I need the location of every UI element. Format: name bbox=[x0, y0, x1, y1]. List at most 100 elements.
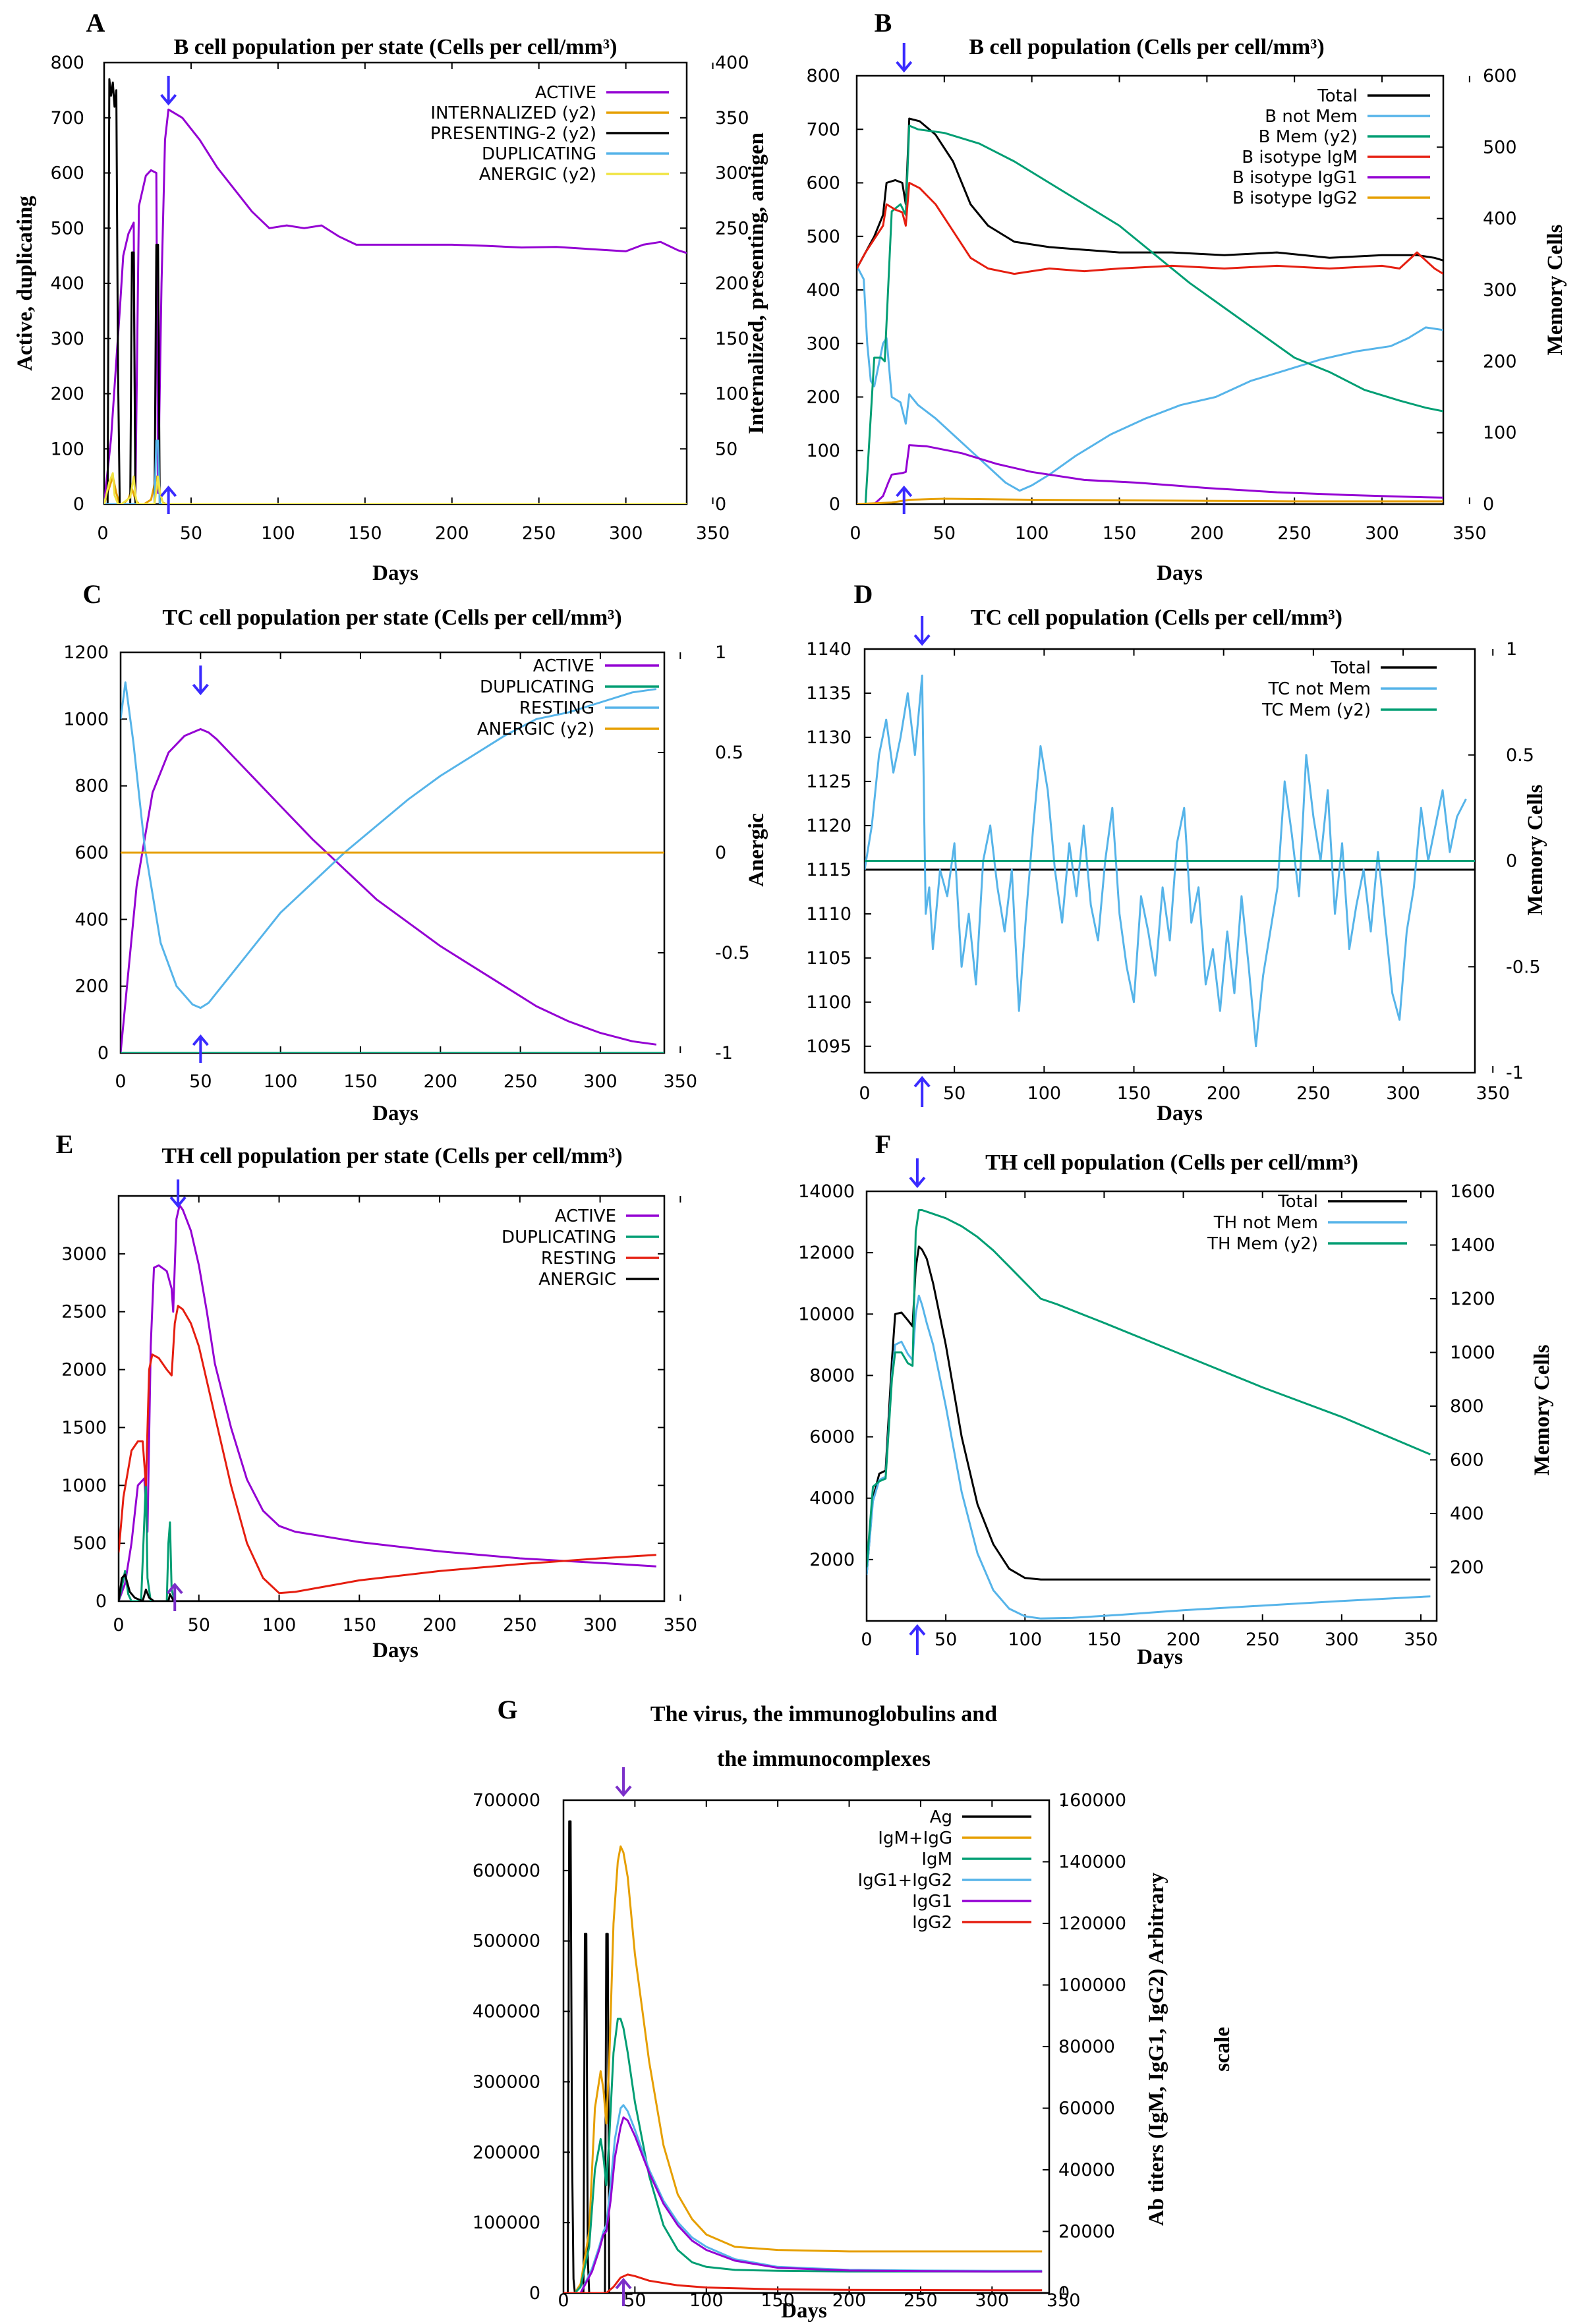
legend-label: ACTIVE bbox=[533, 656, 594, 676]
x-tick-label: 0 bbox=[115, 1071, 126, 1092]
y-tick-label: 100000 bbox=[473, 2213, 540, 2233]
y-tick-label: 1000 bbox=[61, 1475, 107, 1496]
y2-tick-label: 0 bbox=[715, 843, 726, 863]
series-line-igg1 bbox=[563, 2116, 1043, 2293]
series-group bbox=[865, 674, 1475, 1048]
series-line-anergic-y2 bbox=[104, 472, 687, 504]
y-tick-label: 200000 bbox=[473, 2142, 540, 2163]
legend-label: ACTIVE bbox=[535, 83, 596, 103]
y-tick-label: 400000 bbox=[473, 2002, 540, 2022]
series-line-th-not-mem bbox=[867, 1294, 1431, 1620]
x-tick-label: 0 bbox=[849, 523, 861, 544]
series-line-b-isotype-igg1 bbox=[857, 444, 1443, 504]
x-axis-label: Days bbox=[1157, 561, 1203, 585]
y-tick-label: 300000 bbox=[473, 2072, 540, 2092]
marker-arrow bbox=[192, 1034, 209, 1063]
series-line-active bbox=[104, 108, 687, 504]
y-tick-label: 400 bbox=[74, 909, 109, 930]
series-group bbox=[563, 1820, 1049, 2293]
panel-label-d: D bbox=[854, 579, 873, 609]
y-tick-label: 500000 bbox=[473, 1931, 540, 1952]
y-tick-label: 10000 bbox=[798, 1304, 855, 1324]
y-tick-label: 1130 bbox=[806, 727, 851, 748]
y2-tick-label: 200 bbox=[1450, 1558, 1484, 1578]
y-tick-label: 800 bbox=[50, 53, 84, 73]
x-tick-label: 300 bbox=[1365, 523, 1399, 544]
legend-label: IgG1+IgG2 bbox=[857, 1871, 952, 1890]
x-tick-label: 350 bbox=[1453, 523, 1487, 544]
x-tick-label: 150 bbox=[1087, 1630, 1122, 1650]
series-line-duplicating bbox=[104, 439, 687, 504]
y2-tick-label: 0.5 bbox=[1506, 745, 1534, 766]
series-line-b-isotype-igm bbox=[857, 182, 1443, 275]
chart-title: The virus, the immunoglobulins and bbox=[650, 1702, 997, 1726]
y2-axis-label: Anergic bbox=[745, 813, 768, 887]
y2-tick-label: 500 bbox=[1483, 137, 1517, 157]
y-tick-label: 1105 bbox=[806, 948, 851, 969]
y2-tick-label: 80000 bbox=[1058, 2037, 1115, 2057]
x-tick-label: 200 bbox=[1190, 523, 1224, 544]
y2-tick-label: 400 bbox=[715, 53, 749, 73]
x-tick-label: 0 bbox=[861, 1630, 872, 1650]
x-tick-label: 100 bbox=[264, 1071, 298, 1092]
x-tick-label: 150 bbox=[343, 1615, 377, 1635]
series-line-ag bbox=[563, 1820, 1049, 2293]
y-tick-label: 200 bbox=[50, 384, 84, 405]
y2-tick-label: 0 bbox=[1506, 851, 1517, 872]
y2-axis-label: Memory Cells bbox=[1524, 784, 1547, 915]
y-tick-label: 200 bbox=[806, 387, 840, 408]
series-line-igg2 bbox=[563, 2273, 1043, 2293]
y-tick-label: 0 bbox=[98, 1043, 109, 1063]
x-axis-label: Days bbox=[372, 1639, 418, 1662]
y2-tick-label: 0 bbox=[1058, 2283, 1070, 2304]
legend-label: ANERGIC (y2) bbox=[477, 720, 594, 739]
y-tick-label: 1140 bbox=[806, 639, 851, 660]
y-tick-label: 14000 bbox=[798, 1181, 855, 1202]
y-axis-label: Active, duplicating bbox=[13, 196, 37, 371]
legend-label: TC not Mem bbox=[1268, 679, 1371, 699]
x-axis-label: Days bbox=[781, 2299, 827, 2323]
chart-title-line2: the immunocomplexes bbox=[717, 1747, 931, 1771]
panel-label-a: A bbox=[86, 8, 105, 38]
y-tick-label: 1100 bbox=[806, 992, 851, 1013]
y2-tick-label: -0.5 bbox=[715, 943, 750, 963]
y-tick-label: 400 bbox=[806, 280, 840, 300]
panel-f: F TH cell population (Cells per cell/mm³)… bbox=[798, 1129, 1554, 1669]
series-group bbox=[121, 681, 664, 1053]
x-tick-label: 200 bbox=[424, 1071, 458, 1092]
x-tick-label: 300 bbox=[609, 523, 643, 544]
series-line-anergic bbox=[119, 1573, 664, 1601]
y-tick-label: 0 bbox=[96, 1591, 107, 1612]
panel-label-b: B bbox=[875, 8, 892, 38]
y-tick-label: 200 bbox=[74, 977, 109, 997]
legend-label: B isotype IgM bbox=[1242, 148, 1358, 167]
y2-axis-label: Memory Cells bbox=[1530, 1344, 1554, 1475]
panel-label-e: E bbox=[56, 1129, 74, 1159]
x-tick-label: 100 bbox=[261, 523, 295, 544]
y-tick-label: 800 bbox=[806, 66, 840, 86]
series-line-active bbox=[121, 728, 657, 1053]
y-tick-label: 700 bbox=[806, 119, 840, 140]
chart-title: TC cell population per state (Cells per … bbox=[162, 606, 621, 630]
y2-tick-label: 1600 bbox=[1450, 1181, 1495, 1202]
y2-tick-label: 100000 bbox=[1058, 1975, 1126, 1996]
series-line-igm-igg bbox=[563, 1845, 1043, 2293]
x-tick-label: 0 bbox=[558, 2290, 569, 2311]
series-line-duplicating bbox=[119, 1479, 664, 1601]
x-tick-label: 50 bbox=[623, 2290, 646, 2311]
x-tick-label: 50 bbox=[933, 523, 956, 544]
marker-arrow bbox=[913, 1075, 931, 1107]
legend-label: ACTIVE bbox=[555, 1206, 616, 1226]
y-tick-label: 1110 bbox=[806, 904, 851, 924]
x-tick-label: 50 bbox=[188, 1615, 210, 1635]
x-tick-label: 350 bbox=[664, 1615, 698, 1635]
y2-tick-label: -1 bbox=[715, 1043, 733, 1063]
x-tick-label: 0 bbox=[859, 1083, 870, 1104]
x-tick-label: 300 bbox=[583, 1615, 618, 1635]
x-tick-label: 250 bbox=[1246, 1630, 1280, 1650]
y-tick-label: 800 bbox=[74, 776, 109, 797]
legend-label: Total bbox=[1330, 658, 1371, 678]
y2-axis-label: Internalized, presenting, antigen bbox=[745, 132, 768, 434]
legend-label: B Mem (y2) bbox=[1259, 127, 1358, 147]
chart-title: TH cell population per state (Cells per … bbox=[161, 1144, 622, 1168]
